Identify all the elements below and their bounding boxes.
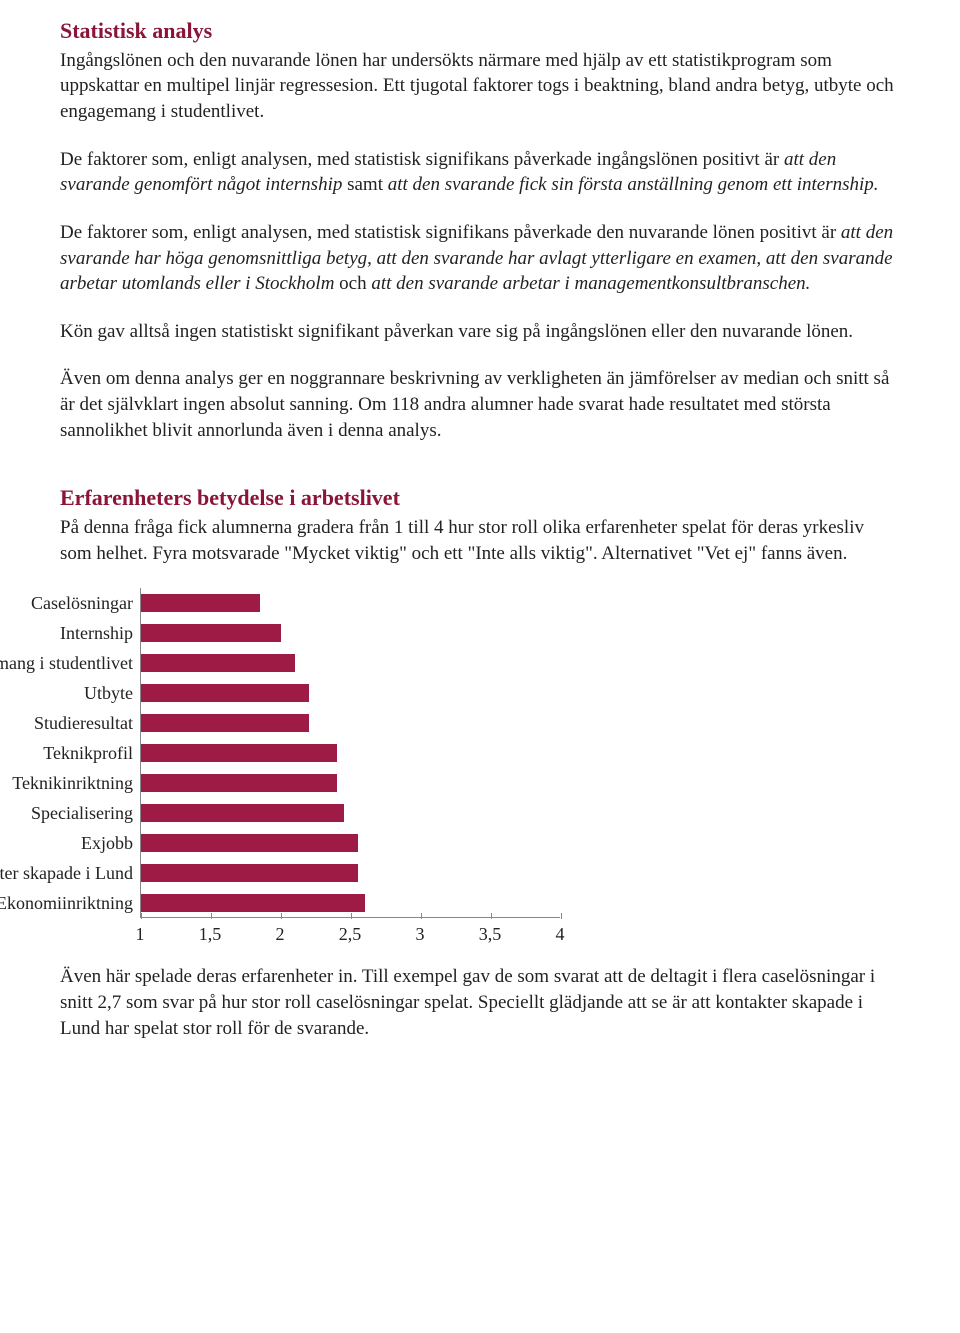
s1-p3c: , <box>367 248 377 269</box>
chart-x-axis: 11,522,533,54 <box>140 918 560 950</box>
chart-tick-label: 2 <box>276 922 285 946</box>
chart-bar <box>141 804 344 822</box>
s1-p2d: att den svarande fick sin första anställ… <box>388 174 879 195</box>
s1-p2c: samt <box>342 174 387 195</box>
s1-p3g: och <box>334 273 371 294</box>
chart-category-label: Exjobb <box>81 831 141 855</box>
chart-category-label: Teknikprofil <box>43 741 141 765</box>
chart-tick-label: 1 <box>136 922 145 946</box>
chart-bar <box>141 654 295 672</box>
chart-row: Utbyte <box>141 678 560 708</box>
chart-category-label: Engagemang i studentlivet <box>0 651 141 675</box>
chart-bar <box>141 834 358 852</box>
chart-category-label: Studieresultat <box>34 711 141 735</box>
chart-category-label: Specialisering <box>31 801 141 825</box>
chart-row: Engagemang i studentlivet <box>141 648 560 678</box>
chart-bar <box>141 714 309 732</box>
chart-bar <box>141 624 281 642</box>
section-heading-2: Erfarenheters betydelse i arbetslivet <box>60 483 900 513</box>
s1-p2a: De faktorer som, enligt analysen, med st… <box>60 149 784 170</box>
chart-bar <box>141 684 309 702</box>
s2-p1: På denna fråga fick alumnerna gradera fr… <box>60 515 900 566</box>
s1-p3e: , <box>756 248 766 269</box>
s2-p2: Även här spelade deras erfarenheter in. … <box>60 964 900 1041</box>
chart-category-label: Caselösningar <box>31 591 141 615</box>
chart-row: Caselösningar <box>141 588 560 618</box>
s1-p4: Kön gav alltså ingen statistiskt signifi… <box>60 319 900 345</box>
s1-p1: Ingångslönen och den nuvarande lönen har… <box>60 48 900 125</box>
chart-row: Kontakter skapade i Lund <box>141 858 560 888</box>
s1-p3d: att den svarande har avlagt ytterligare … <box>377 248 757 269</box>
section-heading-1: Statistisk analys <box>60 16 900 46</box>
s1-p5: Även om denna analys ger en noggrannare … <box>60 366 900 443</box>
chart-category-label: Teknikinriktning <box>12 771 141 795</box>
chart-category-label: Ekonomiinriktning <box>0 891 141 915</box>
chart-category-label: Internship <box>60 621 141 645</box>
chart-row: Teknikprofil <box>141 738 560 768</box>
chart-row: Studieresultat <box>141 708 560 738</box>
s1-p3a: De faktorer som, enligt analysen, med st… <box>60 222 841 243</box>
chart-tick-label: 3,5 <box>479 922 502 946</box>
s1-p2: De faktorer som, enligt analysen, med st… <box>60 147 900 198</box>
s1-p3h: att den svarande arbetar i managementkon… <box>371 273 810 294</box>
experience-bar-chart: CaselösningarInternshipEngagemang i stud… <box>140 588 760 950</box>
chart-tick-label: 4 <box>556 922 565 946</box>
chart-category-label: Kontakter skapade i Lund <box>0 861 141 885</box>
chart-tick-label: 3 <box>416 922 425 946</box>
chart-bar <box>141 864 358 882</box>
chart-bar <box>141 774 337 792</box>
chart-tick-label: 2,5 <box>339 922 362 946</box>
s1-p3: De faktorer som, enligt analysen, med st… <box>60 220 900 297</box>
chart-bar <box>141 894 365 912</box>
chart-tick <box>561 913 562 919</box>
chart-row: Exjobb <box>141 828 560 858</box>
chart-row: Teknikinriktning <box>141 768 560 798</box>
chart-category-label: Utbyte <box>84 681 141 705</box>
chart-bar <box>141 594 260 612</box>
chart-row: Specialisering <box>141 798 560 828</box>
chart-tick-label: 1,5 <box>199 922 222 946</box>
chart-row: Internship <box>141 618 560 648</box>
chart-bar <box>141 744 337 762</box>
chart-plot-area: CaselösningarInternshipEngagemang i stud… <box>140 588 560 918</box>
